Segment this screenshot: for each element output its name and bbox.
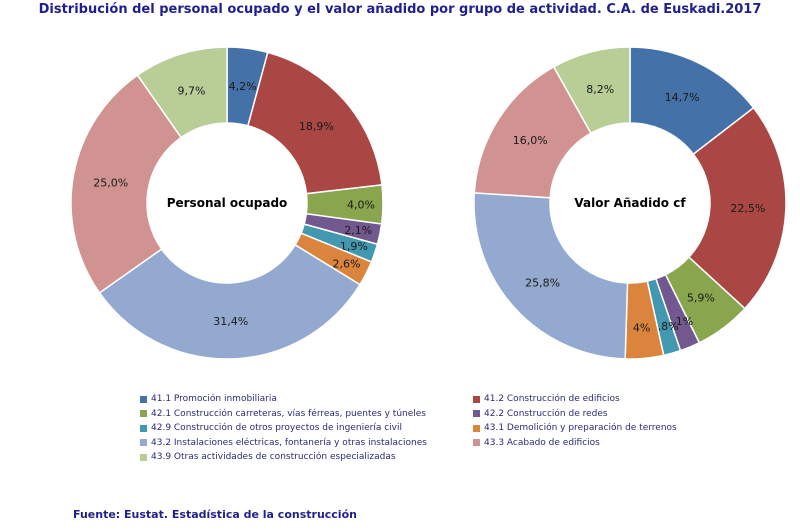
slice-label-1-3: 4,0%	[347, 198, 375, 211]
legend-label: 42.9 Construcción de otros proyectos de …	[151, 423, 402, 433]
slice-label-1-1: 4,2%	[229, 80, 257, 93]
slice-label-1-6: 2,6%	[333, 258, 361, 271]
slice-1-8	[70, 74, 183, 294]
legend-item: 43.3 Acabado de edificios	[473, 438, 600, 448]
donut-charts: 4,2% 18,9% 4,0% 2,1% 1,9% 2,6% 31,4% 25,0% 9,7% P…	[70, 46, 787, 360]
slice-label-1-5: 1,9%	[340, 240, 368, 253]
legend-swatch	[473, 439, 480, 446]
legend-swatch	[473, 424, 480, 432]
legend-swatch	[473, 395, 480, 403]
legend-label: 42.2 Construcción de redes	[484, 408, 608, 419]
slice-1-9	[136, 46, 228, 139]
slice-label-2-8: 16,0%	[513, 134, 548, 147]
slice-label-2-9: 8,2%	[586, 83, 614, 96]
legend-label: 42.1 Construcción carreteras, vías férre…	[151, 408, 426, 419]
slice-label-1-7: 31,4%	[213, 315, 248, 328]
legend-item: 41.1 Promoción inmobiliaria	[140, 394, 277, 404]
legend-swatch	[140, 410, 147, 417]
legend-label: 41.1 Promoción inmobiliaria	[151, 394, 277, 404]
legend-swatch	[140, 395, 147, 403]
legend-label: 43.2 Instalaciones eléctricas, fontanerí…	[151, 437, 427, 448]
slice-label-1-8: 25,0%	[93, 177, 128, 190]
legend-swatch	[140, 453, 147, 461]
legend-swatch	[140, 439, 147, 446]
donut-chart-2: 14,7%22,5%5,9%2,1%1,8%4%25,8%16,0%8,2%Va…	[473, 46, 787, 360]
source-note: Fuente: Eustat. Estadística de la constr…	[73, 508, 357, 521]
slice-label-2-1: 14,7%	[665, 91, 700, 104]
chart-title: Distribución del personal ocupado y el v…	[38, 2, 762, 17]
slice-label-2-2: 22,5%	[730, 202, 765, 215]
donut-chart-1: 4,2% 18,9% 4,0% 2,1% 1,9% 2,6% 31,4% 25,0% 9,7% P…	[70, 46, 384, 360]
slice-label-2-3: 5,9%	[687, 291, 715, 304]
legend-label: 43.9 Otras actividades de construcción e…	[151, 452, 396, 462]
slice-1-7	[98, 243, 361, 360]
slice-2-2	[687, 106, 787, 310]
legend-item: 43.2 Instalaciones eléctricas, fontanerí…	[140, 438, 427, 448]
donut-center-label-2: Valor Añadido cf	[574, 196, 686, 210]
legend-item: 42.2 Construcción de redes	[473, 409, 608, 419]
legend-item: 43.9 Otras actividades de construcción e…	[140, 452, 396, 462]
legend-swatch	[140, 424, 147, 432]
legend-item: 42.1 Construcción carreteras, vías férre…	[140, 409, 426, 419]
donut-center-label-1: Personal ocupado	[167, 196, 288, 210]
slice-2-7	[473, 192, 629, 360]
legend-swatch	[473, 410, 480, 417]
slice-label-2-6: 4%	[633, 321, 650, 334]
slice-2-9	[552, 46, 631, 135]
slice-label-2-7: 25,8%	[525, 276, 560, 289]
legend-item: 42.9 Construcción de otros proyectos de …	[140, 423, 402, 433]
slice-1-2	[246, 51, 383, 195]
legend-label: 43.3 Acabado de edificios	[484, 437, 600, 448]
legend-label: 41.2 Construcción de edificios	[484, 394, 620, 404]
slice-label-1-2: 18,9%	[299, 120, 334, 133]
legend-item: 41.2 Construcción de edificios	[473, 394, 620, 404]
legend-label: 43.1 Demolición y preparación de terreno…	[484, 423, 677, 433]
slice-label-1-9: 9,7%	[178, 84, 206, 97]
slice-label-1-4: 2,1%	[344, 224, 372, 237]
legend-item: 43.1 Demolición y preparación de terreno…	[473, 423, 677, 433]
